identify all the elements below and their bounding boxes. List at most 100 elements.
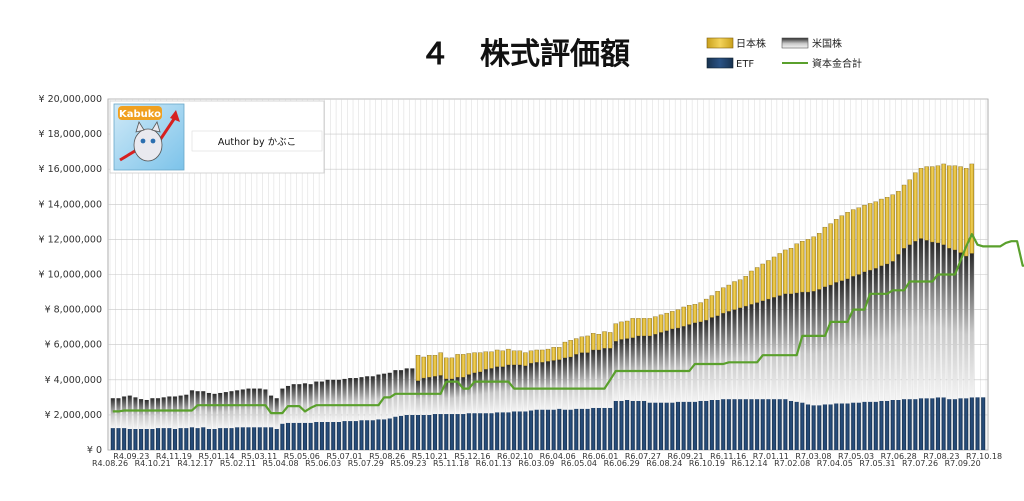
bar-us (127, 395, 132, 429)
bar-us (319, 381, 324, 422)
bar-etf (167, 428, 172, 450)
bar-jp (811, 236, 816, 292)
bar-us (370, 376, 375, 421)
legend-swatch-us (781, 37, 809, 49)
bar-us (805, 292, 811, 405)
bar-jp (890, 194, 895, 262)
bar-us (839, 280, 844, 404)
x-tick-label-lower: R7.04.05 (817, 459, 853, 468)
bar-jp (867, 203, 873, 271)
bar-etf (574, 408, 579, 450)
bar-us (873, 268, 878, 402)
bar-etf (743, 399, 748, 450)
bar-us (828, 285, 833, 405)
bar-us (133, 397, 138, 429)
bar-us (772, 297, 777, 400)
bar-us (246, 388, 251, 428)
bar-etf (726, 399, 731, 450)
bar-etf (274, 428, 279, 450)
bar-us (766, 299, 771, 400)
bar-jp (579, 336, 585, 353)
bar-us (738, 307, 743, 400)
bar-etf (427, 414, 432, 450)
bar-etf (653, 402, 658, 450)
legend-label-capital: 資本金合計 (812, 57, 862, 70)
author-box: Kabuko Author by かぶこ (109, 100, 325, 174)
bar-jp (817, 233, 822, 290)
bar-jp (630, 318, 635, 338)
x-tick-label-upper: R6.11.16 (710, 452, 746, 461)
bar-etf (664, 402, 669, 450)
bar-etf (223, 428, 228, 450)
bar-us (139, 399, 144, 429)
bar-us (664, 330, 669, 403)
bar-etf (517, 411, 522, 450)
bar-jp (783, 249, 788, 294)
bar-etf (602, 407, 607, 450)
bar-jp (483, 351, 489, 370)
bar-etf (777, 399, 782, 450)
bar-jp (709, 295, 715, 318)
bar-etf (783, 399, 788, 450)
bar-jp (924, 166, 929, 241)
bar-us (545, 361, 551, 410)
x-tick-label-upper: R7.05.03 (838, 452, 874, 461)
bar-etf (370, 420, 375, 450)
bar-etf (698, 400, 703, 450)
bar-jp (551, 347, 556, 361)
bar-jp (534, 349, 539, 363)
bar-us (144, 399, 149, 429)
logo-arrow-head (170, 110, 180, 122)
bar-etf (534, 409, 539, 450)
bar-etf (483, 413, 488, 450)
bar-etf (133, 428, 138, 450)
bar-us (404, 368, 409, 415)
bar-us (252, 388, 257, 428)
bar-jp (715, 291, 720, 316)
bar-etf (585, 408, 590, 450)
bar-etf (161, 428, 166, 450)
bar-etf (280, 423, 285, 450)
bar-jp (517, 350, 522, 366)
bar-etf (885, 400, 890, 450)
bar-jp (771, 256, 777, 298)
bar-jp (952, 165, 958, 251)
bar-us (359, 377, 364, 421)
bar-etf (732, 399, 737, 450)
bar-jp (704, 298, 709, 321)
bar-jp (879, 198, 884, 266)
bar-etf (822, 404, 827, 450)
bar-us (811, 291, 816, 406)
bar-us (308, 384, 313, 423)
bar-etf (495, 412, 500, 450)
bar-jp (444, 357, 449, 380)
bar-jp (477, 352, 483, 373)
x-tick-label-upper: R5.03.11 (241, 452, 277, 461)
author-label: Author by かぶこ (218, 137, 296, 148)
bar-jp (913, 172, 918, 242)
x-tick-label-upper: R6.04.06 (540, 452, 576, 461)
bar-us (551, 360, 556, 410)
bar-us (800, 292, 805, 403)
bar-etf (918, 398, 924, 450)
bar-us (489, 368, 494, 414)
bar-jp (624, 320, 630, 339)
bar-etf (195, 428, 200, 450)
bar-us (297, 384, 302, 423)
x-tick-label-upper: R6.02.10 (497, 452, 533, 461)
bar-us (444, 378, 449, 415)
bar-us (421, 378, 426, 415)
x-tick-label-lower: R4.10.21 (135, 459, 171, 468)
x-tick-label-upper: R7.10.18 (966, 452, 1002, 461)
bar-etf (410, 414, 415, 450)
bar-us (427, 377, 432, 415)
bar-etf (432, 414, 438, 450)
bar-etf (981, 397, 986, 450)
bar-jp (856, 207, 862, 275)
bar-jp (777, 253, 782, 296)
bar-etf (122, 428, 127, 450)
bar-jp (596, 334, 602, 351)
bar-us (969, 253, 974, 398)
bar-etf (472, 413, 477, 450)
x-tick-label-upper: R6.07.27 (625, 452, 661, 461)
